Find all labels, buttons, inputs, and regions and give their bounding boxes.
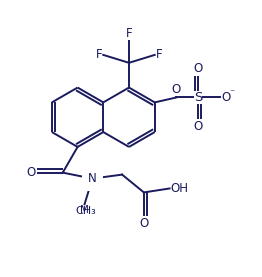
Text: M: M <box>80 205 89 215</box>
Text: O: O <box>139 217 149 230</box>
Text: O: O <box>194 62 203 75</box>
Text: F: F <box>156 48 162 61</box>
Text: O: O <box>172 83 181 96</box>
Text: ⁻: ⁻ <box>229 88 234 99</box>
Text: F: F <box>126 27 132 40</box>
Text: S: S <box>194 91 203 104</box>
Text: CH₃: CH₃ <box>75 206 96 216</box>
Text: F: F <box>96 48 102 61</box>
Text: O: O <box>27 166 36 179</box>
Text: O: O <box>221 91 230 104</box>
Text: OH: OH <box>171 182 189 195</box>
Text: N: N <box>88 172 97 185</box>
Text: O: O <box>194 120 203 133</box>
